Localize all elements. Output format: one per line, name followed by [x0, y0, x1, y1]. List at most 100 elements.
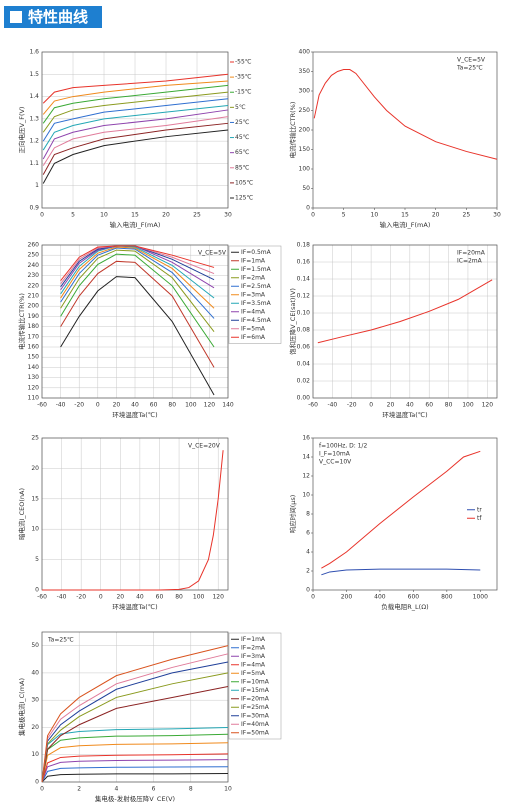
legend-label: tr: [477, 506, 482, 513]
data-line: [60, 253, 215, 348]
x-tick-label: 80: [168, 402, 176, 409]
y-tick-label: 110: [28, 395, 40, 402]
data-line: [41, 773, 229, 783]
y-tick-label: 12: [302, 473, 310, 480]
annotation: IC=2mA: [457, 258, 483, 265]
legend-label: -35℃: [235, 74, 252, 81]
y-tick-label: 260: [28, 242, 40, 249]
x-tick-label: 120: [482, 402, 494, 409]
legend-label: IF=4.5mA: [241, 317, 272, 324]
y-tick-label: 2: [306, 568, 310, 575]
y-tick-label: 0: [35, 587, 39, 594]
x-tick-label: 20: [162, 212, 170, 219]
y-tick-label: 1.1: [29, 160, 39, 167]
y-tick-label: 10: [302, 492, 310, 499]
y-axis-label: 暗电流I_CEO(nA): [17, 488, 26, 540]
x-tick-label: 800: [441, 594, 453, 601]
x-tick-label: 30: [224, 212, 232, 219]
y-tick-label: 30: [31, 697, 39, 704]
legend-label: IF=2mA: [241, 274, 266, 281]
annotation: V_CE=5V: [457, 57, 486, 64]
legend-label: 105℃: [235, 179, 253, 186]
x-tick-label: 100: [462, 402, 474, 409]
x-tick-label: 120: [212, 594, 224, 601]
y-tick-label: 4: [306, 549, 310, 556]
y-tick-label: 1.3: [29, 115, 39, 122]
x-tick-label: 0: [40, 212, 44, 219]
y-tick-label: 14: [302, 454, 310, 461]
y-tick-label: 0.18: [297, 242, 311, 249]
x-tick-label: 0: [311, 594, 315, 601]
x-tick-label: 15: [131, 212, 139, 219]
y-tick-label: 230: [28, 272, 40, 279]
header-icon: [10, 11, 22, 23]
y-axis-label: 正向电压V_F(V): [17, 107, 26, 154]
data-line: [313, 69, 498, 160]
y-tick-label: 150: [28, 354, 40, 361]
x-tick-label: 25: [193, 212, 201, 219]
x-axis-label: 环境温度Ta(℃): [382, 410, 427, 419]
x-tick-label: 1000: [473, 594, 488, 601]
y-tick-label: 1.6: [29, 49, 39, 56]
data-line: [42, 129, 229, 184]
data-line: [60, 260, 215, 368]
plot-frame: [41, 631, 229, 783]
x-tick-label: 0: [96, 402, 100, 409]
x-tick-label: -40: [57, 594, 67, 601]
y-tick-label: 0: [306, 587, 310, 594]
annotation: IF=20mA: [457, 250, 486, 257]
data-line: [42, 109, 229, 160]
y-tick-label: 25: [31, 435, 39, 442]
legend-label: IF=30mA: [241, 712, 270, 719]
legend-label: IF=4mA: [241, 308, 266, 315]
x-tick-label: -60: [37, 594, 47, 601]
x-tick-label: 600: [408, 594, 420, 601]
y-tick-label: 200: [299, 127, 311, 134]
legend-label: -55℃: [235, 59, 252, 66]
x-tick-label: 200: [341, 594, 353, 601]
plot-frame: [312, 244, 498, 399]
legend-label: IF=25mA: [241, 704, 270, 711]
y-tick-label: 300: [299, 88, 311, 95]
data-line: [42, 116, 229, 166]
legend-label: IF=50mA: [241, 729, 270, 736]
annotation: V_CC=10V: [319, 459, 352, 466]
x-tick-label: 15: [401, 212, 409, 219]
y-tick-label: 0.02: [297, 378, 311, 385]
y-tick-label: 0.9: [29, 205, 39, 212]
y-tick-label: 0.12: [297, 293, 311, 300]
legend-box: [465, 503, 493, 525]
x-tick-label: 6: [152, 786, 156, 793]
data-line: [42, 91, 229, 133]
header-bar: [4, 6, 102, 28]
y-axis-label: 电流传输比CTR(%): [288, 102, 297, 159]
y-axis-label: 电流传输比CTR(%): [17, 293, 26, 350]
x-tick-label: 0: [99, 594, 103, 601]
x-tick-label: 100: [193, 594, 205, 601]
x-tick-label: 20: [116, 594, 124, 601]
y-tick-label: 8: [306, 511, 310, 518]
x-tick-label: 5: [342, 212, 346, 219]
y-tick-label: 0.10: [297, 310, 311, 317]
x-tick-label: 140: [222, 402, 234, 409]
legend-label: 125℃: [235, 195, 253, 202]
x-tick-label: 20: [387, 402, 395, 409]
y-tick-label: 220: [28, 282, 40, 289]
data-line: [41, 661, 229, 783]
x-tick-label: 80: [445, 402, 453, 409]
x-tick-label: -60: [308, 402, 318, 409]
plot-frame: [312, 51, 498, 209]
legend-label: IF=3mA: [241, 291, 266, 298]
x-tick-label: -20: [76, 594, 86, 601]
data-line: [60, 246, 215, 309]
legend-label: IF=3mA: [241, 653, 266, 660]
data-line: [42, 73, 229, 104]
x-tick-label: 8: [189, 786, 193, 793]
y-tick-label: 210: [28, 293, 40, 300]
y-tick-label: 170: [28, 333, 40, 340]
y-tick-label: 1.5: [29, 71, 39, 78]
y-tick-label: 1: [35, 182, 39, 189]
x-tick-label: 4: [114, 786, 118, 793]
data-line: [321, 568, 481, 576]
x-tick-label: 0: [40, 786, 44, 793]
